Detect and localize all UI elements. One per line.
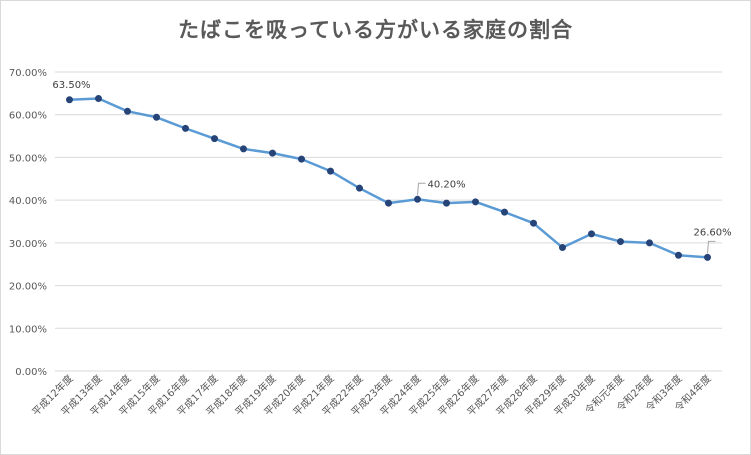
data-point: [675, 251, 682, 259]
data-point: [559, 244, 566, 252]
y-tick-label: 70.00%: [9, 68, 47, 79]
y-tick-label: 30.00%: [9, 239, 47, 250]
data-label: 40.20%: [428, 179, 466, 190]
data-point: [385, 199, 392, 207]
y-tick-label: 10.00%: [9, 324, 47, 335]
data-point: [240, 145, 247, 153]
data-point: [327, 167, 334, 175]
data-point: [530, 219, 537, 227]
data-label: 63.50%: [52, 80, 90, 91]
data-point: [646, 239, 653, 247]
leader-line: [707, 240, 716, 254]
data-label: 26.60%: [694, 227, 732, 238]
data-point: [298, 155, 305, 163]
y-tick-label: 0.00%: [15, 367, 47, 378]
data-point: [443, 199, 450, 207]
data-point: [95, 94, 102, 102]
y-tick-label: 50.00%: [9, 153, 47, 164]
data-point: [617, 238, 624, 246]
series-line: [68, 97, 709, 259]
chart-title: たばこを吸っている方がいる家庭の割合: [178, 18, 573, 42]
y-tick-label: 60.00%: [9, 111, 47, 122]
data-point: [472, 198, 479, 206]
leader-line: [417, 182, 426, 196]
y-tick-label: 40.00%: [9, 196, 47, 207]
data-point: [588, 230, 595, 238]
y-tick-label: 20.00%: [9, 282, 47, 293]
data-point: [182, 124, 189, 132]
data-point: [704, 253, 711, 261]
data-point: [124, 107, 131, 115]
data-point: [211, 135, 218, 143]
data-point: [66, 96, 73, 104]
data-point: [153, 113, 160, 121]
data-point: [414, 195, 421, 203]
data-point: [356, 184, 363, 192]
data-point: [501, 208, 508, 216]
data-point: [269, 149, 276, 157]
